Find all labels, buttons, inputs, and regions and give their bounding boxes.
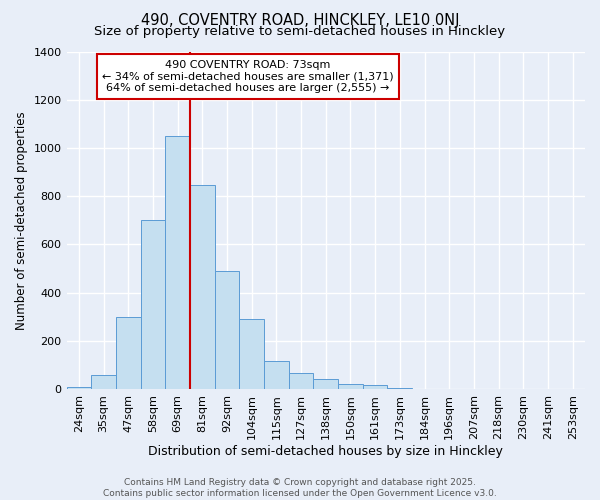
- Bar: [190, 186, 215, 389]
- Bar: [140, 220, 165, 389]
- Bar: [313, 380, 338, 389]
- Y-axis label: Number of semi-detached properties: Number of semi-detached properties: [15, 111, 28, 330]
- Bar: [338, 384, 363, 389]
- Bar: [116, 316, 140, 389]
- Text: Contains HM Land Registry data © Crown copyright and database right 2025.
Contai: Contains HM Land Registry data © Crown c…: [103, 478, 497, 498]
- Bar: [388, 388, 412, 389]
- Bar: [289, 374, 313, 389]
- Bar: [91, 374, 116, 389]
- X-axis label: Distribution of semi-detached houses by size in Hinckley: Distribution of semi-detached houses by …: [148, 444, 503, 458]
- Text: 490, COVENTRY ROAD, HINCKLEY, LE10 0NJ: 490, COVENTRY ROAD, HINCKLEY, LE10 0NJ: [141, 12, 459, 28]
- Bar: [264, 362, 289, 389]
- Bar: [165, 136, 190, 389]
- Bar: [67, 386, 91, 389]
- Text: 490 COVENTRY ROAD: 73sqm
← 34% of semi-detached houses are smaller (1,371)
64% o: 490 COVENTRY ROAD: 73sqm ← 34% of semi-d…: [102, 60, 394, 93]
- Bar: [239, 319, 264, 389]
- Bar: [363, 386, 388, 389]
- Text: Size of property relative to semi-detached houses in Hinckley: Size of property relative to semi-detach…: [94, 25, 506, 38]
- Bar: [215, 271, 239, 389]
